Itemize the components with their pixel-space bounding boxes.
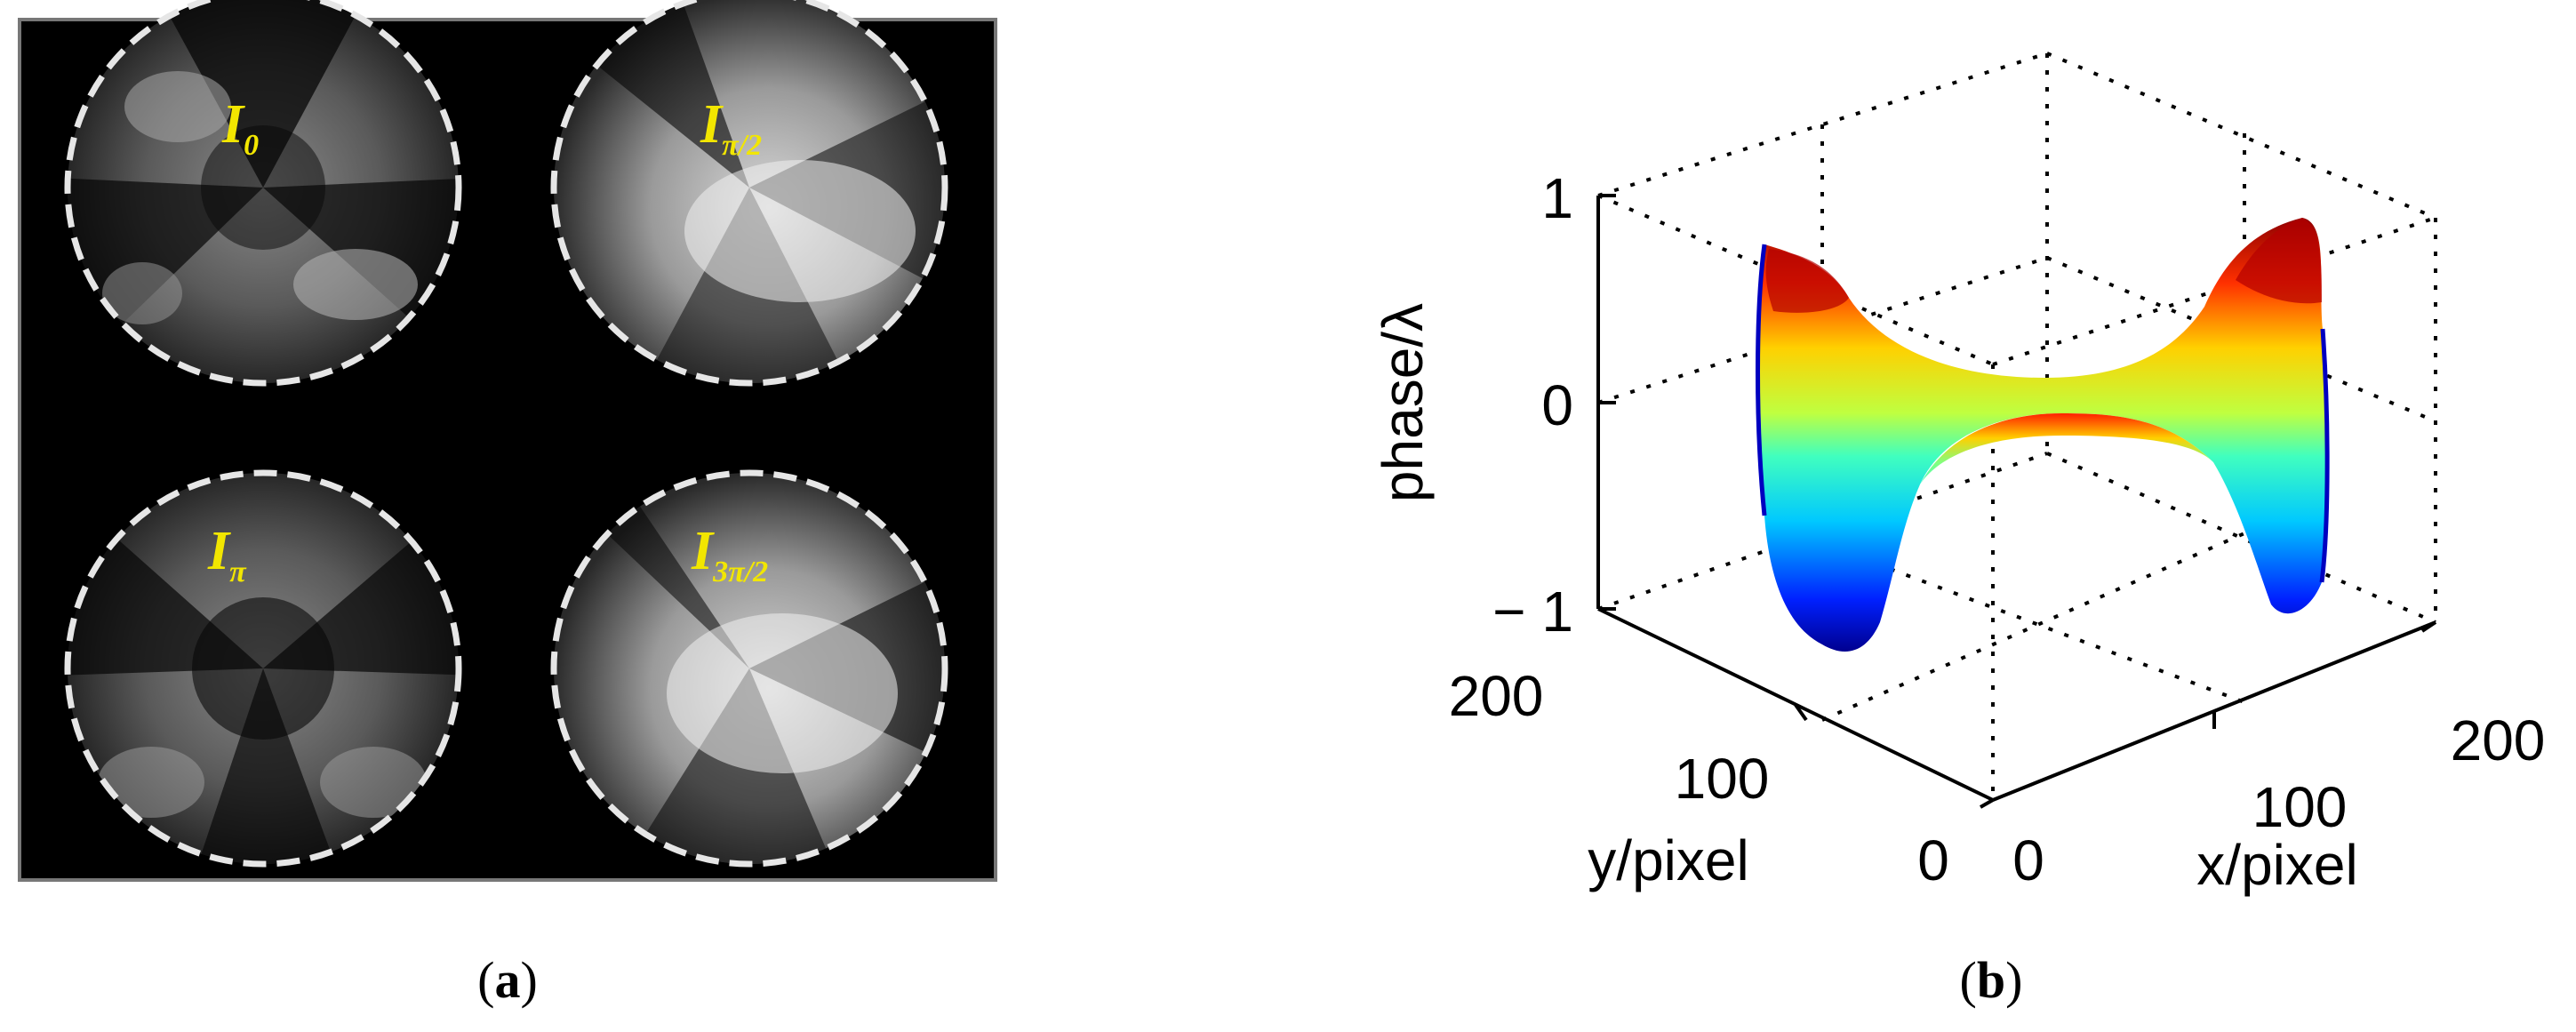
aperture-outline-3: [64, 469, 462, 868]
y-axis-label: y/pixel: [1588, 828, 1748, 892]
fringe-pattern-4: [569, 480, 945, 864]
z-axis-label: phase/λ: [1371, 303, 1435, 502]
aperture-outline-2: [550, 0, 948, 387]
y-tick-label-200: 200: [1449, 664, 1544, 728]
frame-label-i-pi-half: Iπ/2: [700, 94, 762, 162]
surface-front-face: [1757, 218, 2328, 652]
panel-a-interferograms: I0 Iπ/2 Iπ I3π/2: [18, 0, 997, 882]
surface-right-peak-highlight: [2236, 218, 2322, 304]
frame-label-i-3pi-half: I3π/2: [691, 521, 768, 588]
y-tick-label-100: 100: [1675, 747, 1770, 811]
y-tick-label-0: 0: [1917, 828, 1949, 892]
x-tick-label-0: 0: [2012, 828, 2044, 892]
z-tick-label-0: 0: [1541, 373, 1573, 437]
interferogram-disk-2: [550, 0, 948, 387]
panel-b-phase-surface: 1 0 − 1 phase/λ 200 100 0 y/pixel 0 100 …: [1371, 52, 2546, 897]
z-tick-label-1: 1: [1541, 166, 1573, 230]
aperture-outline-4: [550, 469, 948, 868]
frame-label-i-pi: Iπ: [207, 521, 247, 588]
y-axis-line: [1597, 607, 1994, 802]
tick-marks: [1598, 194, 2437, 809]
x-tick-label-100: 100: [2252, 775, 2348, 839]
phase-surface: [1756, 218, 2330, 652]
x-axis-label: x/pixel: [2196, 833, 2357, 897]
caption-a: (a): [477, 951, 538, 1009]
surface-left-edge: [1756, 244, 1767, 516]
surface-inner-ridge: [1920, 413, 2213, 484]
frame-label-i0: I0: [221, 94, 259, 162]
aperture-outline-1: [64, 0, 462, 387]
x-tick-label-200: 200: [2451, 708, 2546, 772]
interferogram-disk-4: [550, 469, 948, 868]
interferogram-disk-3: [64, 469, 462, 868]
surface-right-edge: [2319, 328, 2330, 583]
z-tick-label-neg1: − 1: [1492, 580, 1573, 644]
surface-left-peak-highlight: [1765, 249, 1849, 313]
caption-b: (b): [1960, 951, 2023, 1009]
